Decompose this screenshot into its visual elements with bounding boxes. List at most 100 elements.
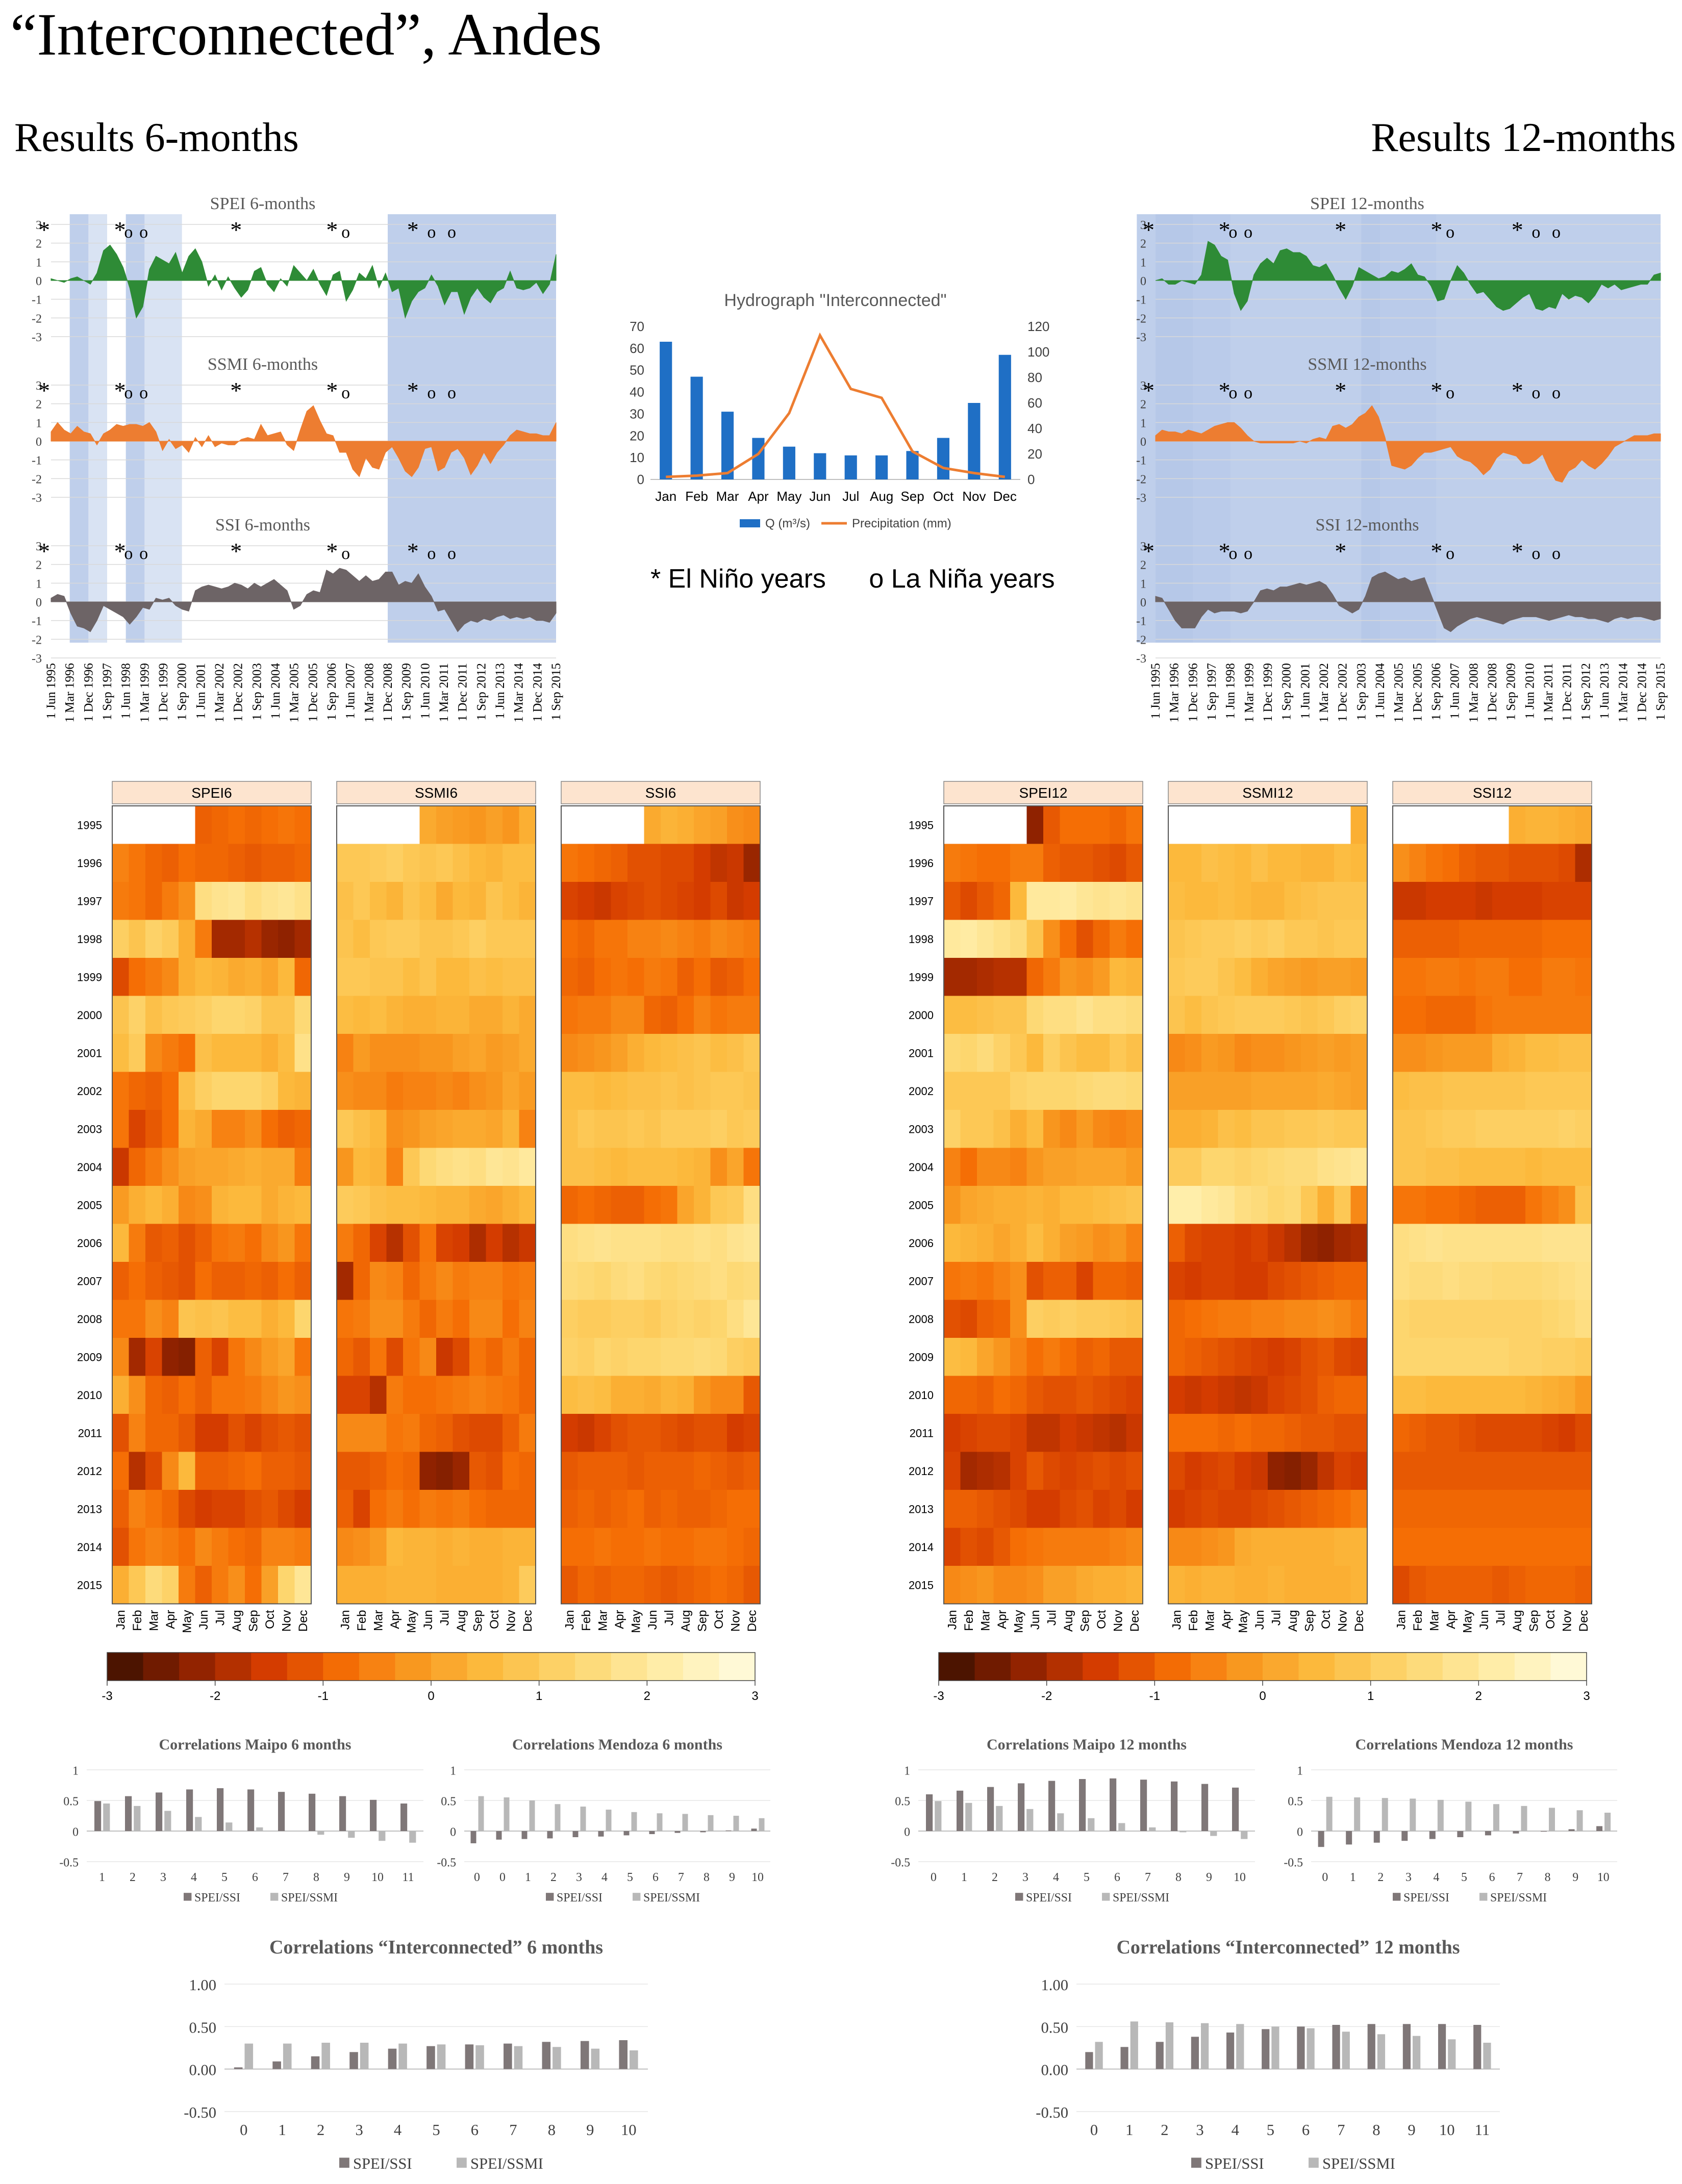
heatmap-cell: [1043, 1300, 1060, 1338]
heatmap-cell: [1334, 806, 1351, 844]
heatmap-cell: [561, 844, 578, 882]
heatmap-cell: [1525, 996, 1542, 1034]
heatmap-cell: [1559, 1490, 1575, 1528]
heatmap-cell: [1201, 1528, 1218, 1566]
heatmap-cell: [503, 1110, 519, 1148]
y-left-tick-label: 40: [630, 385, 644, 400]
heatmap-cell: [195, 1186, 212, 1224]
bar-spei-ssmi: [398, 2043, 407, 2069]
bar-spei-ssmi: [1271, 2026, 1279, 2069]
heatmap-cell: [353, 1148, 370, 1186]
heatmap-cell: [661, 1452, 677, 1490]
heatmap-cell: [677, 958, 694, 996]
heatmap-cell: [1076, 1566, 1093, 1604]
heatmap-cell: [710, 1186, 727, 1224]
panel-title: SSI 12-months: [1315, 516, 1419, 535]
heatmap-cell: [129, 1148, 146, 1186]
heatmap-cell: [370, 1528, 387, 1566]
month-label: Jul: [1494, 1610, 1508, 1626]
heatmap-cell: [145, 1148, 162, 1186]
heatmap-cell: [353, 1224, 370, 1262]
heatmap-cell: [1168, 1528, 1185, 1566]
heatmap-cell: [353, 1338, 370, 1376]
heatmap-cell: [1010, 1148, 1027, 1186]
y-left-tick-label: 70: [630, 319, 644, 334]
heatmap-cell: [1317, 1338, 1335, 1376]
y-tick-label: -3: [32, 331, 42, 344]
heatmap-cell: [1542, 1338, 1559, 1376]
year-label: 2014: [909, 1541, 934, 1554]
heatmap-cell: [1475, 920, 1493, 958]
heatmap-cell: [1268, 1528, 1285, 1566]
heatmap-cell: [261, 1414, 279, 1452]
heatmap-cell: [1301, 1148, 1318, 1186]
heatmap-cell: [1010, 996, 1027, 1034]
heatmap-cell: [627, 920, 644, 958]
heatmap-cell: [644, 1338, 661, 1376]
heatmap-cell: [1076, 958, 1093, 996]
year-label: 2008: [77, 1313, 102, 1326]
heatmap-cell: [1525, 806, 1542, 844]
heatmap-cell: [1076, 1148, 1093, 1186]
heatmap-cell: [727, 920, 744, 958]
heatmap-cell: [1185, 1414, 1202, 1452]
heatmap-cell: [743, 1414, 761, 1452]
panel-title: SPEI 12-months: [1310, 194, 1424, 213]
heatmap-cell: [353, 1452, 370, 1490]
heatmap-cell: [1317, 1566, 1335, 1604]
heatmap-cell: [1218, 1262, 1235, 1300]
bar-spei-ssmi: [379, 1831, 386, 1841]
heatmap-cell: [578, 1452, 595, 1490]
bar-spei-ssi: [370, 1799, 377, 1831]
heatmap-cell: [1459, 1186, 1476, 1224]
heatmap-cell: [1409, 958, 1426, 996]
bar-spei-ssmi: [1095, 2042, 1103, 2069]
heatmap-cell: [578, 1490, 595, 1528]
heatmap-cell: [1542, 1148, 1559, 1186]
heatmap-cell: [453, 1186, 470, 1224]
heatmap-cell: [1442, 1148, 1460, 1186]
heatmap-cell: [419, 1566, 437, 1604]
heatmap-cell: [337, 1300, 354, 1338]
heatmap-cell: [386, 806, 404, 844]
y-left-tick-label: 50: [630, 363, 644, 378]
heatmap-cell: [677, 1452, 694, 1490]
heatmap-cell: [1393, 1566, 1410, 1604]
heatmap-cell: [370, 806, 387, 844]
heatmap-cell: [469, 1376, 486, 1414]
heatmap-cell: [1301, 1528, 1318, 1566]
x-tick-label: 1 Jun 2004: [269, 663, 283, 719]
panel-title: SSMI 6-months: [208, 355, 318, 374]
x-tick-label: 5: [1084, 1871, 1090, 1884]
colorbar-tick-label: 3: [751, 1689, 758, 1703]
enso-marker: *: [1512, 217, 1523, 243]
year-label: 1996: [77, 857, 102, 870]
heatmap-cell: [519, 1110, 536, 1148]
heatmap-cell: [486, 1376, 503, 1414]
heatmap-cell: [611, 1262, 628, 1300]
enso-marker: o: [341, 384, 350, 402]
heatmap-cell: [261, 882, 279, 920]
heatmap-cell: [337, 1338, 354, 1376]
heatmap-cell: [1317, 1186, 1335, 1224]
heatmap-cell: [1475, 1300, 1493, 1338]
heatmap-cell: [129, 996, 146, 1034]
heatmap-cell: [1409, 1034, 1426, 1072]
heatmap-cell: [162, 1186, 179, 1224]
heatmap-cell: [644, 1034, 661, 1072]
x-tick-label: 1 Jun 2007: [1448, 663, 1462, 719]
month-label: Jun: [1253, 1610, 1267, 1630]
x-tick-label: 1 Dec 2008: [381, 663, 395, 722]
heatmap-cell: [1317, 1452, 1335, 1490]
x-tick-label: 1 Jun 1998: [1224, 663, 1238, 719]
heatmap-cell: [436, 1566, 453, 1604]
heatmap-cell: [278, 958, 295, 996]
bar-spei-ssi: [234, 2067, 243, 2069]
heatmap-cell: [112, 958, 129, 996]
heatmap-cell: [1043, 920, 1060, 958]
heatmap-cell: [1442, 958, 1460, 996]
heatmap-cell: [195, 1414, 212, 1452]
heatmap-cell: [1542, 1490, 1559, 1528]
